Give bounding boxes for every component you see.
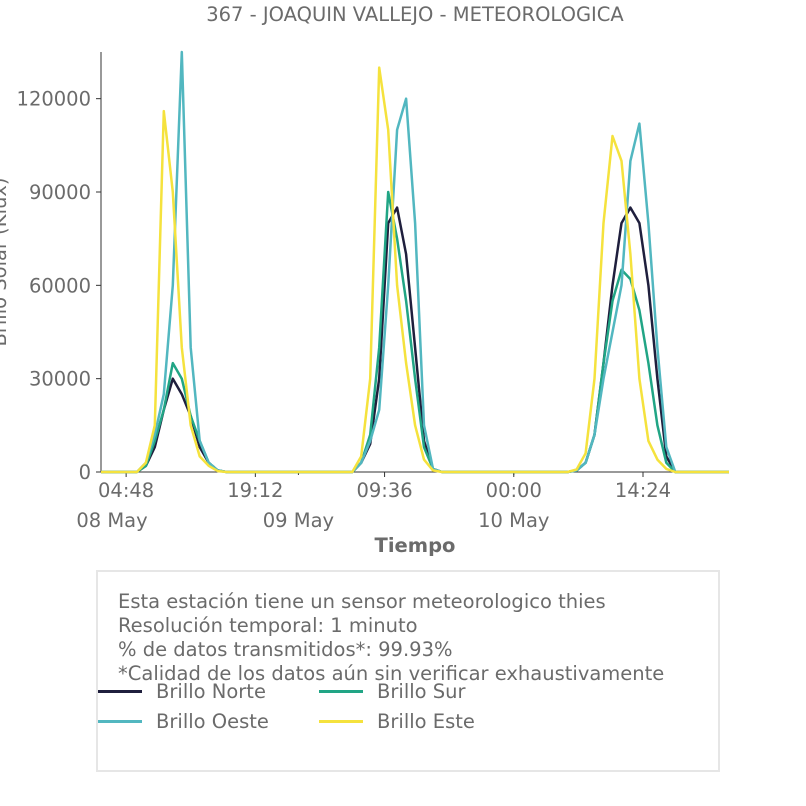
x-tick-label: 19:12 [227,479,283,502]
series-line-brillo-oeste [101,50,729,474]
x-date-label: 10 May [478,509,549,532]
legend-swatch-este [319,720,363,723]
legend-swatch-norte [98,690,142,693]
series-line-brillo-este [101,66,729,474]
x-date-label: 09 May [263,509,334,532]
legend-swatch-sur [319,690,363,693]
series-line-brillo-sur [101,190,729,474]
x-tick-label: 04:48 [98,479,154,502]
info-text: Esta estación tiene un sensor meteorolog… [118,590,664,686]
x-tick-label: 14:24 [615,479,671,502]
legend-item-oeste: Brillo Oeste [98,710,269,733]
chart: 367 - JOAQUIN VALLEJO - METEOROLOGICA Br… [0,3,729,557]
y-tick-label: 30000 [29,368,91,391]
series-line-brillo-norte [101,206,729,474]
legend-item-este: Brillo Este [319,710,475,733]
legend-label-este: Brillo Este [377,710,475,733]
legend-item-sur: Brillo Sur [319,680,466,703]
legend-label-oeste: Brillo Oeste [156,710,269,733]
info-line-quality: *Calidad de los datos aún sin verificar … [118,662,665,685]
x-tick-label: 00:00 [486,479,542,502]
info-line-resolution: Resolución temporal: 1 minuto [118,614,418,637]
series-lines [101,50,729,474]
y-ticks: 0 30000 60000 90000 120000 [17,88,101,484]
info-line-transmitted: % de datos transmitidos*: 99.93% [118,638,453,661]
info-box: Esta estación tiene un sensor meteorolog… [96,570,720,772]
x-tick-label: 09:36 [356,479,412,502]
legend-item-norte: Brillo Norte [98,680,266,703]
info-line-station: Esta estación tiene un sensor meteorolog… [118,590,606,613]
y-tick-label: 60000 [29,274,91,297]
legend-label-sur: Brillo Sur [377,680,466,703]
legend-label-norte: Brillo Norte [156,680,266,703]
x-axis-label: Tiempo [375,534,456,557]
y-tick-label: 0 [79,461,91,484]
chart-title: 367 - JOAQUIN VALLEJO - METEOROLOGICA [206,3,624,26]
x-date-label: 08 May [76,509,147,532]
legend-swatch-oeste [98,720,142,723]
y-tick-label: 90000 [29,181,91,204]
x-ticks: 04:48 19:12 09:36 00:00 14:24 08 May 09 May 10 … [76,472,671,532]
y-tick-label: 120000 [17,88,91,111]
y-axis-label: Brillo Solar (Klux) [0,178,11,347]
